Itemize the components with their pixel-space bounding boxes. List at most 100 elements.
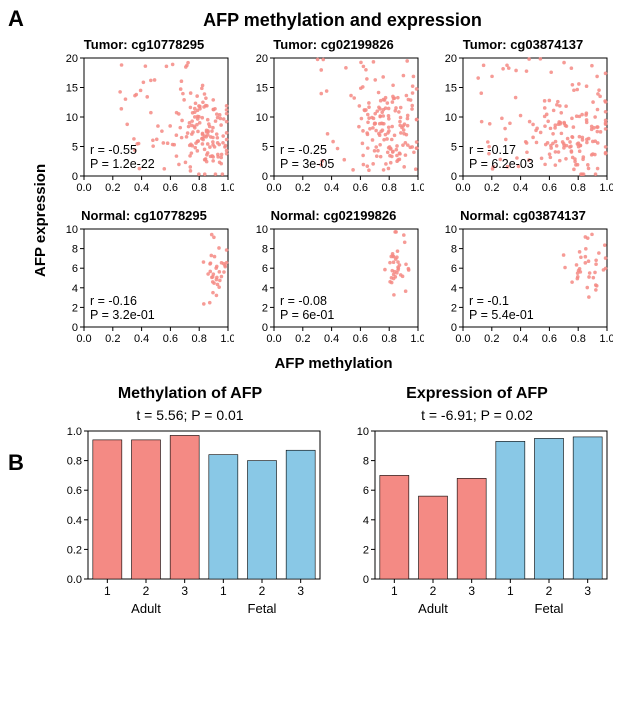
svg-text:1.0: 1.0 (67, 426, 82, 438)
svg-text:2: 2 (259, 584, 266, 598)
svg-text:5: 5 (261, 142, 267, 154)
svg-text:P = 6e-01: P = 6e-01 (280, 308, 334, 322)
svg-text:15: 15 (255, 83, 267, 95)
svg-text:10: 10 (66, 112, 78, 124)
scatter-plot: 051015200.00.20.40.60.81.0r = -0.25P = 3… (244, 54, 424, 202)
svg-text:20: 20 (445, 54, 457, 65)
svg-text:4: 4 (261, 283, 267, 295)
panel-b-letter: B (8, 450, 24, 476)
svg-text:2: 2 (143, 584, 150, 598)
svg-text:6: 6 (363, 485, 369, 497)
svg-text:8: 8 (451, 244, 457, 256)
svg-text:0.4: 0.4 (134, 333, 149, 345)
panel-b-body: Methylation of AFP t = 5.56; P = 0.01 0.… (54, 385, 613, 625)
svg-text:10: 10 (255, 225, 267, 236)
svg-text:10: 10 (357, 426, 369, 438)
bar-stat: t = -6.91; P = 0.02 (341, 407, 613, 423)
svg-text:0.0: 0.0 (266, 333, 281, 345)
svg-text:1: 1 (391, 584, 398, 598)
svg-text:0.4: 0.4 (134, 182, 149, 194)
svg-text:8: 8 (261, 244, 267, 256)
svg-text:20: 20 (255, 54, 267, 65)
svg-text:0.2: 0.2 (484, 182, 499, 194)
svg-text:r = -0.1: r = -0.1 (469, 294, 509, 308)
svg-text:0.6: 0.6 (542, 182, 557, 194)
svg-text:10: 10 (445, 112, 457, 124)
svg-text:P = 5.4e-01: P = 5.4e-01 (469, 308, 534, 322)
svg-text:2: 2 (451, 302, 457, 314)
svg-text:20: 20 (66, 54, 78, 65)
svg-text:1.0: 1.0 (599, 182, 613, 194)
svg-text:0.4: 0.4 (513, 333, 528, 345)
svg-text:6: 6 (261, 263, 267, 275)
svg-text:4: 4 (72, 283, 78, 295)
svg-text:0.8: 0.8 (571, 182, 586, 194)
bar-plot: 0.00.20.40.60.81.0123123AdultFetal (54, 425, 326, 625)
svg-text:10: 10 (445, 225, 457, 236)
svg-text:0.6: 0.6 (352, 333, 367, 345)
bar-chart-container: Methylation of AFP t = 5.56; P = 0.01 0.… (54, 385, 326, 625)
scatter-row-normal: Normal: cg10778295 02468100.00.20.40.60.… (54, 208, 613, 353)
svg-text:0.8: 0.8 (192, 333, 207, 345)
svg-text:r = -0.17: r = -0.17 (469, 143, 516, 157)
svg-text:P = 6.2e-03: P = 6.2e-03 (469, 157, 534, 171)
scatter-plot: 02468100.00.20.40.60.81.0r = -0.16P = 3.… (54, 225, 234, 353)
svg-text:2: 2 (72, 302, 78, 314)
svg-text:15: 15 (445, 83, 457, 95)
svg-text:Fetal: Fetal (248, 601, 277, 616)
scatter-plot: 051015200.00.20.40.60.81.0r = -0.17P = 6… (433, 54, 613, 202)
svg-text:1.0: 1.0 (220, 333, 234, 345)
scatter-title: Normal: cg02199826 (244, 208, 424, 223)
svg-text:0.0: 0.0 (76, 333, 91, 345)
svg-text:r = -0.08: r = -0.08 (280, 294, 327, 308)
svg-text:5: 5 (451, 142, 457, 154)
svg-text:0: 0 (363, 574, 369, 586)
svg-text:0.0: 0.0 (455, 333, 470, 345)
svg-text:1.0: 1.0 (599, 333, 613, 345)
svg-text:2: 2 (430, 584, 437, 598)
svg-text:8: 8 (363, 456, 369, 468)
bar-plot: 0246810123123AdultFetal (341, 425, 613, 625)
scatter-row-tumor: Tumor: cg10778295 051015200.00.20.40.60.… (54, 37, 613, 202)
svg-text:3: 3 (181, 584, 188, 598)
scatter-title: Tumor: cg03874137 (433, 37, 613, 52)
bar-title: Methylation of AFP (54, 385, 326, 403)
svg-text:2: 2 (363, 544, 369, 556)
svg-text:5: 5 (72, 142, 78, 154)
svg-text:Fetal: Fetal (535, 601, 564, 616)
svg-text:3: 3 (297, 584, 304, 598)
panel-a-xlabel: AFP methylation (54, 355, 613, 372)
svg-text:3: 3 (584, 584, 591, 598)
svg-text:0.4: 0.4 (67, 515, 82, 527)
svg-text:1.0: 1.0 (410, 182, 424, 194)
scatter-cell: Tumor: cg03874137 051015200.00.20.40.60.… (433, 37, 613, 202)
svg-text:1.0: 1.0 (220, 182, 234, 194)
svg-text:0.0: 0.0 (266, 182, 281, 194)
svg-text:0.8: 0.8 (571, 333, 586, 345)
svg-text:10: 10 (255, 112, 267, 124)
scatter-title: Normal: cg10778295 (54, 208, 234, 223)
svg-text:10: 10 (66, 225, 78, 236)
svg-text:0.2: 0.2 (105, 182, 120, 194)
svg-text:Adult: Adult (131, 601, 161, 616)
svg-text:1: 1 (220, 584, 227, 598)
panel-a-body: AFP expression Tumor: cg10778295 0510152… (12, 37, 613, 377)
scatter-title: Normal: cg03874137 (433, 208, 613, 223)
svg-text:0.6: 0.6 (67, 485, 82, 497)
svg-text:P = 3.2e-01: P = 3.2e-01 (90, 308, 155, 322)
bar-title: Expression of AFP (341, 385, 613, 403)
svg-text:0.8: 0.8 (381, 333, 396, 345)
svg-text:0.2: 0.2 (67, 544, 82, 556)
svg-text:0.2: 0.2 (295, 333, 310, 345)
svg-text:0.4: 0.4 (323, 333, 338, 345)
svg-text:0.2: 0.2 (484, 333, 499, 345)
scatter-cell: Tumor: cg02199826 051015200.00.20.40.60.… (244, 37, 424, 202)
svg-text:1.0: 1.0 (410, 333, 424, 345)
svg-text:4: 4 (363, 515, 369, 527)
bar-chart-container: Expression of AFP t = -6.91; P = 0.02 0 2… (341, 385, 613, 625)
panel-a-ylabel: AFP expression (32, 164, 49, 277)
svg-text:r = -0.25: r = -0.25 (280, 143, 327, 157)
svg-text:0.6: 0.6 (542, 333, 557, 345)
scatter-plot: 02468100.00.20.40.60.81.0r = -0.08P = 6e… (244, 225, 424, 353)
svg-text:0.8: 0.8 (67, 456, 82, 468)
